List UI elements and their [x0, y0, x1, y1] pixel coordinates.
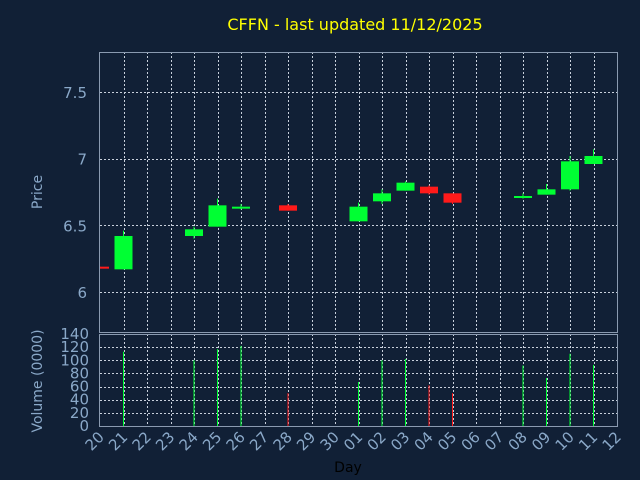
x-tick-label: 22 — [129, 428, 155, 454]
candle-body — [114, 236, 133, 270]
volume-tick-label: 20 — [70, 404, 89, 422]
x-tick-label: 07 — [481, 428, 507, 454]
volume-tick-label: 60 — [70, 378, 89, 396]
candle-body — [396, 182, 415, 191]
x-tick-label: 09 — [528, 428, 554, 454]
candle-body — [584, 156, 603, 164]
x-tick-label: 06 — [458, 428, 484, 454]
x-tick-label: 03 — [387, 428, 413, 454]
x-tick-label: 08 — [505, 428, 531, 454]
x-tick-label: 29 — [293, 428, 319, 454]
x-tick-label: 26 — [223, 428, 249, 454]
candle-body — [349, 206, 368, 222]
x-tick-label: 04 — [411, 428, 437, 454]
volume-axis-label: Volume (0000) — [30, 329, 46, 432]
x-tick-label: 11 — [575, 428, 601, 454]
x-tick-label: 05 — [434, 428, 460, 454]
volume-tick-label: 40 — [70, 391, 89, 409]
price-tick-label: 7.5 — [63, 84, 87, 102]
price-tick-label: 6.5 — [63, 217, 87, 235]
candle-body — [279, 205, 297, 211]
volume-tick-label: 120 — [60, 338, 89, 356]
candle-body — [514, 196, 532, 198]
x-tick-label: 25 — [199, 428, 225, 454]
volume-tick-label: 80 — [70, 364, 89, 382]
candle-body — [443, 193, 462, 203]
x-tick-label: 30 — [317, 428, 343, 454]
candle-body — [208, 205, 227, 227]
candle-body — [232, 206, 250, 209]
volume-tick-label: 140 — [60, 325, 89, 343]
x-tick-label: 28 — [270, 428, 296, 454]
price-tick-label: 6 — [77, 284, 87, 302]
x-tick-label: 24 — [176, 428, 202, 454]
candle-body — [420, 186, 438, 194]
candle-body — [100, 266, 109, 269]
candle-body — [185, 229, 203, 236]
x-tick-label: 23 — [152, 428, 178, 454]
candle-body — [537, 189, 556, 195]
x-tick-label: 02 — [364, 428, 390, 454]
x-tick-label: 01 — [340, 428, 366, 454]
candle-body — [561, 161, 579, 190]
price-plot-frame — [99, 52, 618, 333]
x-tick-label: 21 — [105, 428, 131, 454]
x-axis-label: Day — [334, 460, 362, 476]
volume-tick-label: 100 — [60, 351, 89, 369]
candle-body — [373, 193, 391, 202]
price-axis-label: Price — [30, 175, 46, 209]
x-axis-ticks: 2021222324252627282930010203040506070809… — [82, 428, 625, 454]
price-panel: 6 6.5 7 7.5 Price — [30, 52, 618, 333]
x-tick-label: 10 — [552, 428, 578, 454]
volume-plot-frame — [99, 334, 618, 427]
volume-tick-label: 0 — [79, 417, 89, 435]
x-tick-label: 27 — [246, 428, 272, 454]
price-tick-label: 7 — [77, 151, 87, 169]
x-tick-label: 12 — [599, 428, 625, 454]
chart-title: CFFN - last updated 11/12/2025 — [227, 15, 482, 34]
